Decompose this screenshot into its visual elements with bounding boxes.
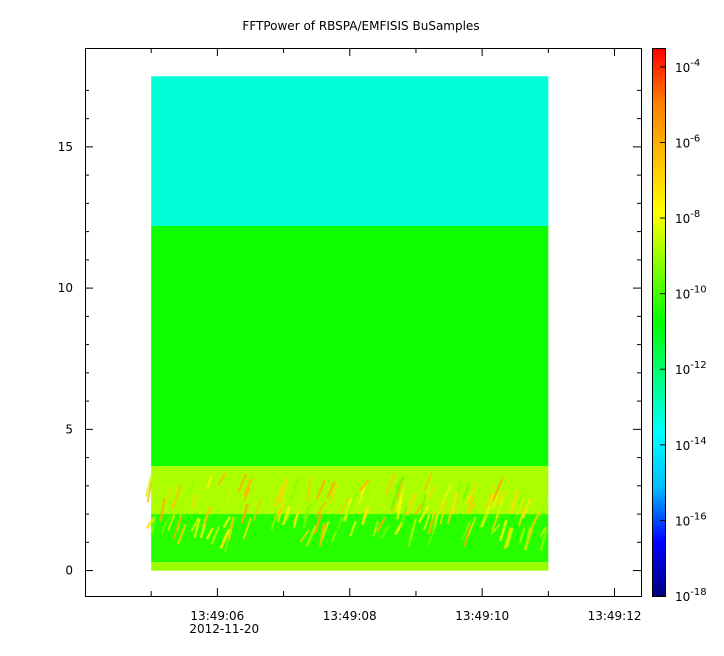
x-tick-label: 13:49:10 <box>455 609 509 623</box>
x-tick-label: 13:49:06 <box>190 609 244 623</box>
colorbar-tick-label: 10-8 <box>675 209 700 226</box>
heatmap-band-1 <box>151 225 549 467</box>
heatmap-band-0 <box>151 76 549 226</box>
chart-title: FFTPower of RBSPA/EMFISIS BuSamples <box>242 19 479 33</box>
x-date-label: 2012-11-20 <box>189 622 259 636</box>
colorbar-tick-label: 10-16 <box>675 511 707 528</box>
heatmap-layer <box>145 76 549 571</box>
x-tick-label: 13:49:12 <box>588 609 642 623</box>
heatmap-band-4 <box>151 562 549 571</box>
heatmap-band-3 <box>151 514 549 563</box>
colorbar <box>652 48 666 597</box>
x-tick-label: 13:49:08 <box>323 609 377 623</box>
y-tick-label: 10 <box>58 281 73 295</box>
y-tick-label: 5 <box>65 422 73 436</box>
colorbar-tick-label: 10-14 <box>675 436 707 453</box>
colorbar-tick-label: 10-10 <box>675 285 707 302</box>
colorbar-tick-label: 10-12 <box>675 360 707 377</box>
x-axis: 13:49:06 13:49:08 13:49:10 13:49:12 <box>150 48 642 623</box>
colorbar-tick-label: 10-4 <box>675 58 700 75</box>
y-tick-label: 0 <box>65 564 73 578</box>
heatmap-burst-texture <box>145 472 548 553</box>
y-axis: 0 5 10 15 <box>58 89 641 578</box>
colorbar-tick-label: 10-18 <box>675 587 707 604</box>
colorbar-tick-label: 10-6 <box>675 133 700 150</box>
colorbar-ticks: 10-18 10-16 10-14 10-12 10-10 10-8 10-6 10-4 <box>660 58 707 604</box>
y-tick-label: 15 <box>58 140 73 154</box>
